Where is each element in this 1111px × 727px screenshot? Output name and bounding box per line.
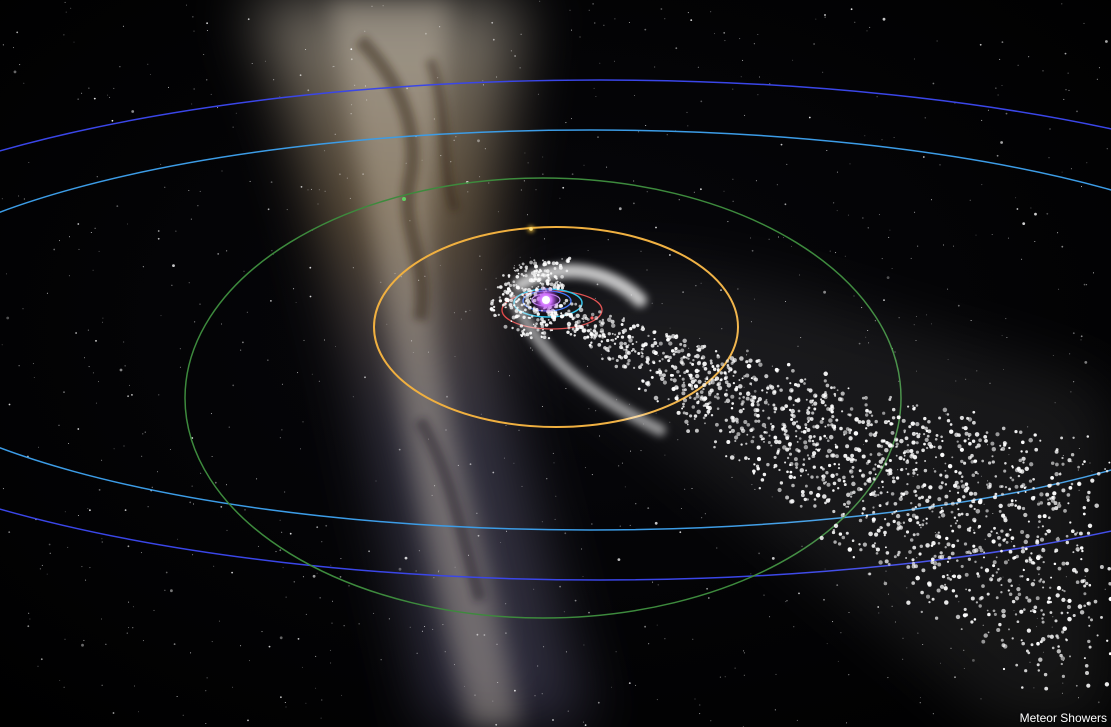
planet-marker-green <box>402 197 406 201</box>
orbit-light-blue <box>0 129 1111 531</box>
milky-way-band <box>250 0 590 727</box>
orbit-outer-blue <box>0 79 1111 581</box>
planet-marker-orange-core <box>529 227 533 231</box>
meteor-stream <box>489 256 1111 727</box>
planet-marker-red <box>590 316 594 320</box>
sun-marker <box>532 286 560 314</box>
image-caption: Meteor Showers <box>1019 711 1107 725</box>
